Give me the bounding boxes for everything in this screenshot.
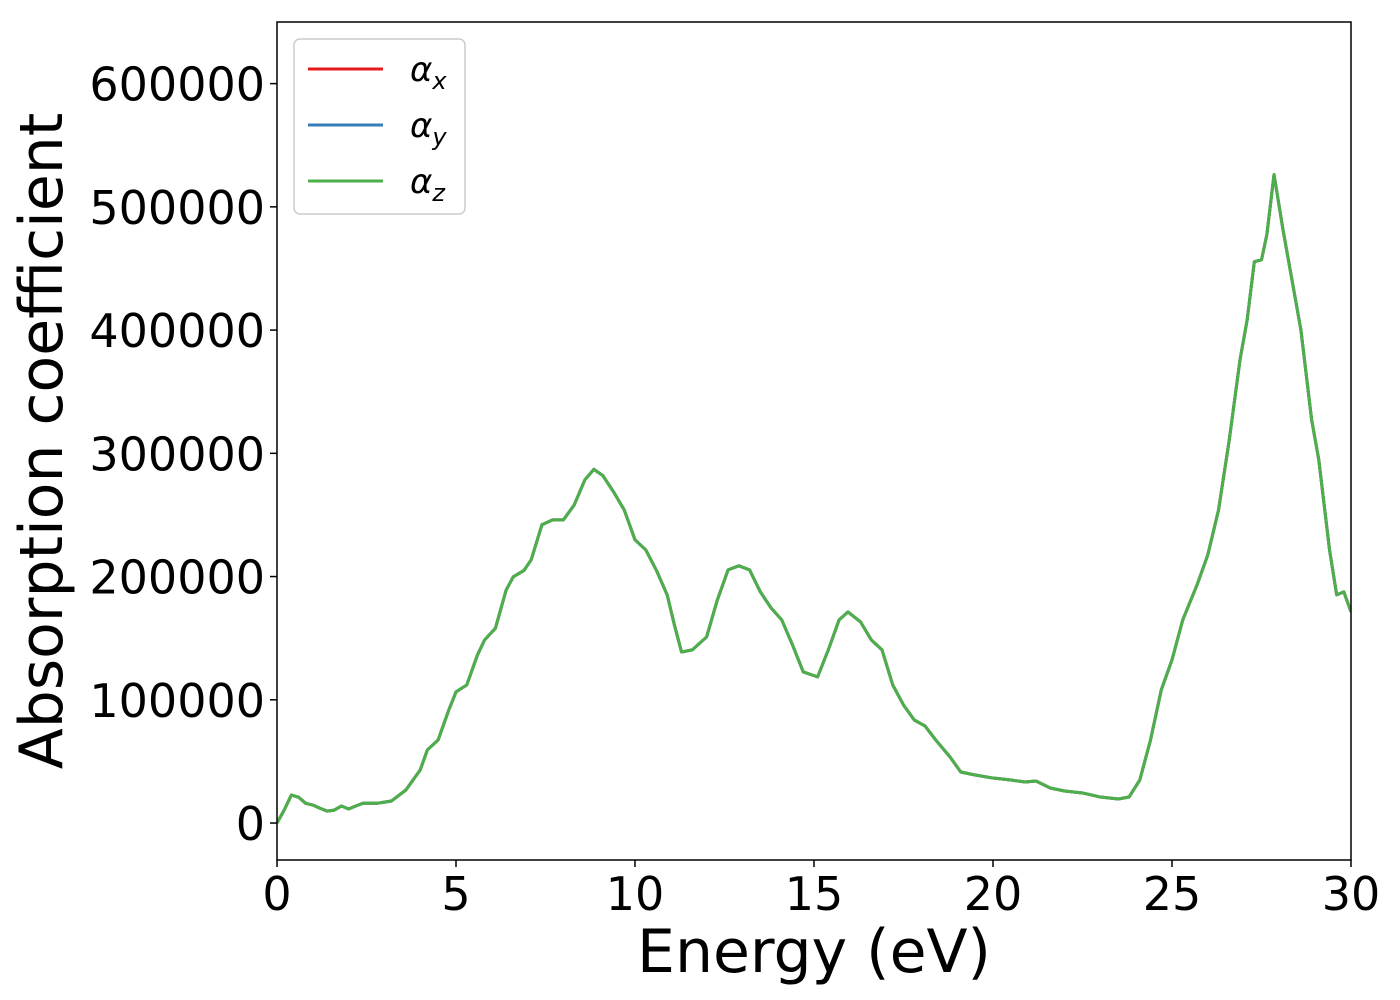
x-tick-label: 0 [262, 867, 291, 921]
plot-frame [276, 21, 1352, 861]
x-tick-label: 20 [964, 867, 1023, 921]
y-tick-label: 600000 [89, 58, 265, 112]
x-tick-label: 15 [785, 867, 844, 921]
y-tick-label: 0 [236, 797, 265, 851]
x-tick-label: 10 [606, 867, 665, 921]
y-axis-label: Absorption coefficient [7, 113, 77, 770]
y-tick-label: 300000 [89, 427, 265, 481]
y-tick-label: 200000 [89, 551, 265, 605]
x-tick-label: 5 [441, 867, 470, 921]
x-axis-label: Energy (eV) [637, 917, 991, 987]
x-tick-label: 25 [1143, 867, 1202, 921]
series-line [277, 173, 1351, 824]
y-tick-label: 400000 [89, 304, 265, 358]
series-line [277, 173, 1351, 824]
y-tick-label: 100000 [89, 674, 265, 728]
series-line [277, 173, 1351, 824]
y-tick-label: 500000 [89, 181, 265, 235]
plot-area [277, 173, 1351, 824]
x-tick-label: 30 [1322, 867, 1381, 921]
